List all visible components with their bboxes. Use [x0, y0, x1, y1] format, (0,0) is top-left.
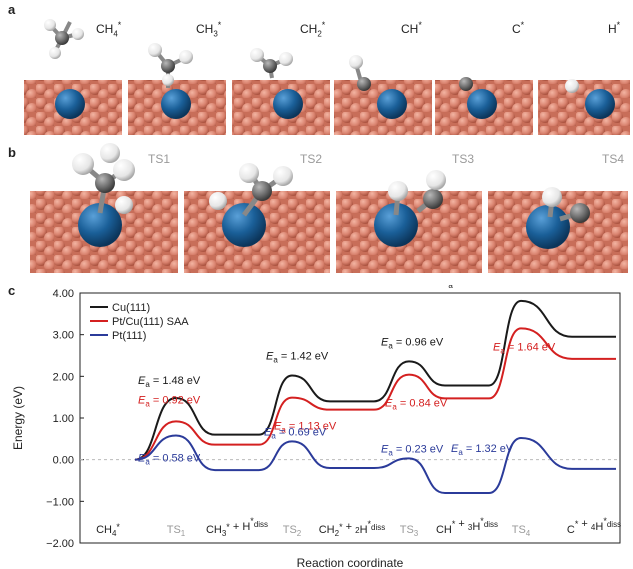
barrier-label: Ea = 1.48 eV [138, 375, 201, 389]
series-line-1 [134, 299, 616, 461]
barrier-label: Ea = 0.23 eV [381, 443, 444, 457]
x-category-label: TS2 [283, 524, 302, 538]
barrier-label: Ea = 0.84 eV [385, 398, 448, 412]
x-category-label: TS1 [167, 524, 186, 538]
molecule-ch2 [250, 48, 293, 79]
x-category-label: C* + 4H*diss [567, 516, 621, 536]
molecule-c [459, 77, 473, 91]
molecule-ch3 [148, 43, 193, 88]
panel-a-letter: a [8, 2, 16, 17]
ts-label-1: TS1 [148, 152, 171, 166]
barrier-label: Ea = 1.64 eV [493, 341, 556, 355]
x-category-label: CH4* [96, 522, 120, 538]
surface-slab-1 [24, 80, 122, 135]
surface-slab-4 [334, 80, 432, 135]
legend-label: Pt/Cu(111) SAA [112, 316, 189, 328]
series-curves [134, 299, 616, 494]
barrier-label: Ea = 0.69 eV [264, 426, 327, 440]
y-tick-label: 4.00 [53, 288, 74, 300]
barrier-label: Ea = 0.96 eV [381, 336, 444, 350]
barrier-label: Ea = 0.58 eV [138, 453, 201, 467]
y-axis: 4.00 3.00 2.00 1.00 0.00 −1.00 −2.00 [46, 288, 84, 550]
surface-slab-6 [538, 80, 630, 135]
barrier-labels: Ea = 1.48 eV Ea = 1.42 eV Ea = 0.96 eV Ea =… [138, 285, 556, 467]
x-category-label: CH3* + H*diss [206, 516, 268, 538]
surface-slab-3 [232, 80, 330, 135]
barrier-label: Ea = 1.42 eV [266, 351, 329, 365]
barrier-label: Ea = 1.97 eV [441, 285, 504, 290]
series-line-3 [134, 434, 616, 494]
ts-structure-4 [488, 187, 628, 273]
ts-structure-3 [336, 170, 482, 273]
panel-c-letter: c [8, 283, 16, 298]
ts-label-3: TS3 [452, 152, 475, 166]
molecule-ch4 [44, 19, 84, 59]
species-label-h: H* [608, 20, 621, 36]
plot-frame [79, 292, 621, 544]
species-label-c: C* [512, 20, 525, 36]
surface-slab-2 [128, 80, 226, 135]
x-category-label: TS4 [512, 524, 531, 538]
legend-label: Cu(111) [112, 302, 150, 314]
barrier-label: Ea = 1.13 eV [274, 421, 337, 435]
molecule-ch [349, 55, 371, 91]
molecule-h [565, 79, 579, 93]
x-category-label: TS3 [400, 524, 419, 538]
legend-label: Pt(111) [112, 330, 146, 342]
barrier-label: Ea = 1.32 eV [451, 443, 514, 457]
x-axis-label: Reaction coordinate [297, 556, 404, 569]
y-tick-label: −1.00 [46, 496, 74, 508]
barrier-label: Ea = 0.92 eV [138, 394, 201, 408]
species-label-ch: CH* [401, 20, 422, 36]
species-label-ch4: CH4* [96, 20, 122, 39]
x-axis: CH4* TS1 CH3* + H*diss TS2 CH2* + 2H*diss TS3… [96, 516, 621, 538]
surface-slab-5 [435, 80, 533, 135]
y-tick-label: 1.00 [53, 413, 74, 425]
energy-profile-chart: 4.003.002.001.000.00−1.00−2.00 CH4* TS1 CH… [11, 285, 621, 569]
series-line-2 [134, 327, 616, 461]
ts-structure-2 [184, 163, 330, 273]
panel-b-letter: b [8, 145, 16, 160]
x-category-label: CH2* + 2H*diss [319, 519, 386, 538]
panel-b-structures [30, 143, 628, 273]
y-tick-label: −2.00 [46, 538, 74, 550]
panel-a-structures [24, 19, 630, 135]
y-tick-label: 0.00 [53, 455, 74, 467]
x-category-label: CH* + 3H*diss [436, 516, 498, 536]
species-label-ch3: CH3* [196, 20, 222, 39]
ts-label-2: TS2 [300, 152, 323, 166]
species-label-ch2: CH2* [300, 20, 326, 39]
y-axis-label: Energy (eV) [11, 386, 25, 450]
ts-structure-1 [30, 143, 178, 273]
ts-label-4: TS4 [602, 152, 625, 166]
y-tick-label: 2.00 [53, 371, 74, 383]
y-tick-label: 3.00 [53, 330, 74, 342]
legend: Cu(111) Pt/Cu(111) SAA Pt(111) [90, 302, 189, 342]
